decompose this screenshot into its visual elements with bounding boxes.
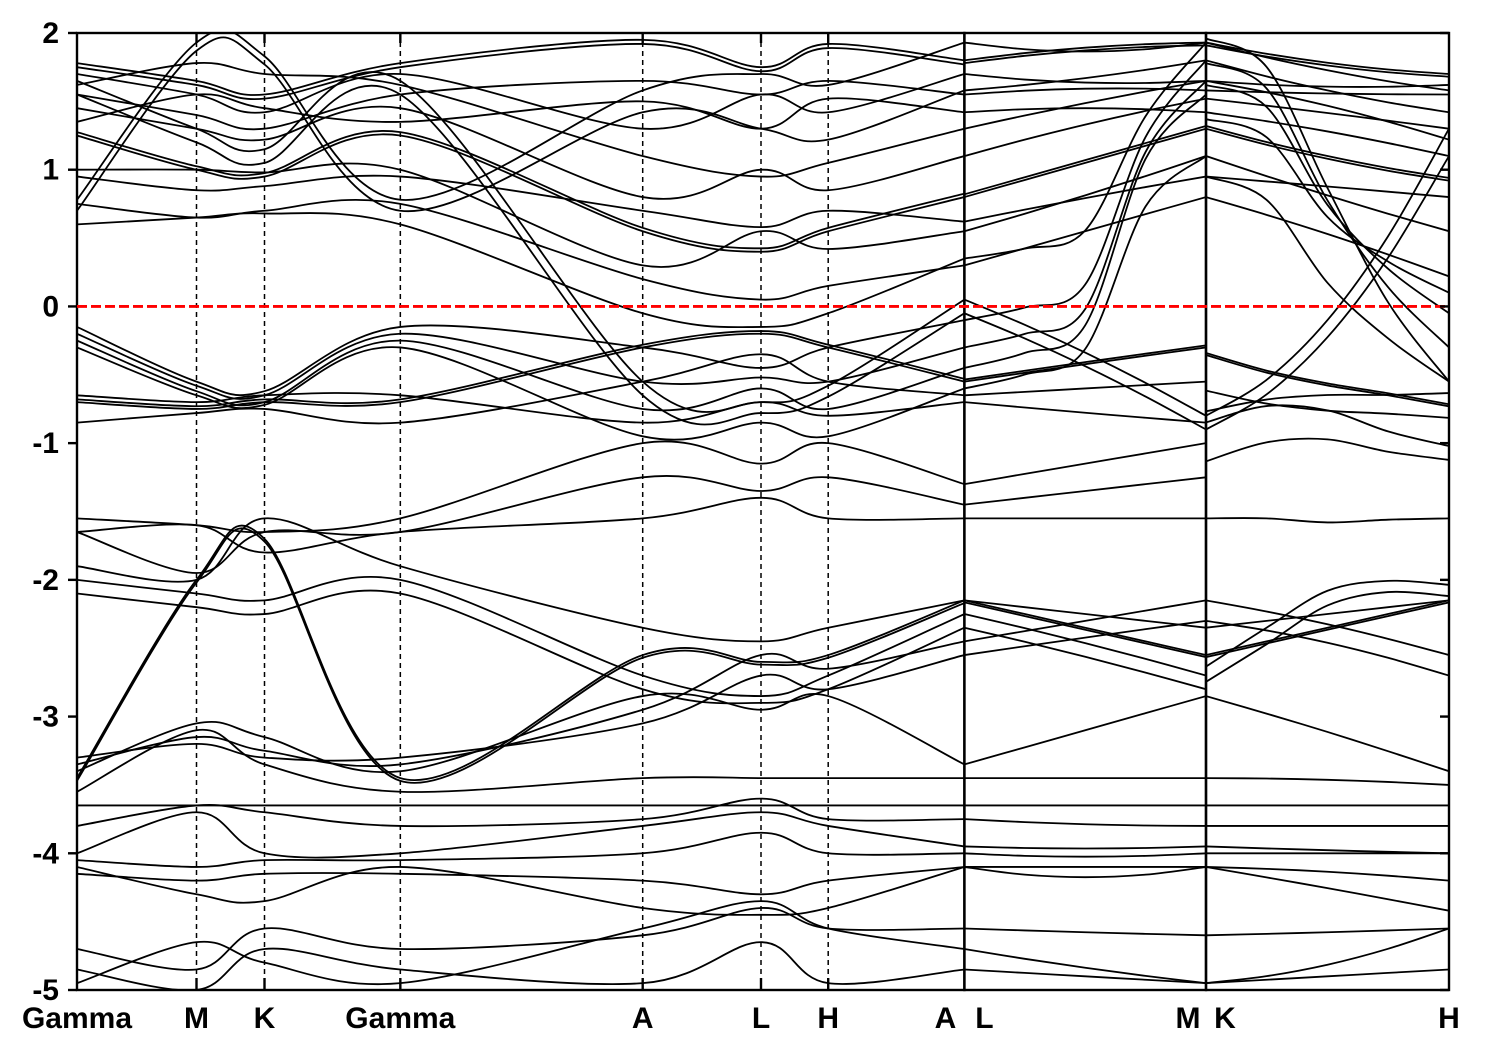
svg-text:A: A xyxy=(632,1002,654,1035)
svg-text:A: A xyxy=(935,1002,957,1035)
svg-text:Gamma: Gamma xyxy=(22,1002,132,1035)
svg-text:L: L xyxy=(975,1002,993,1035)
svg-text:-3: -3 xyxy=(32,701,59,734)
svg-text:2: 2 xyxy=(42,17,59,50)
svg-text:L: L xyxy=(752,1002,770,1035)
svg-text:Gamma: Gamma xyxy=(345,1002,455,1035)
svg-text:M: M xyxy=(1176,1002,1201,1035)
svg-text:-4: -4 xyxy=(32,837,59,870)
svg-text:-2: -2 xyxy=(32,564,59,597)
svg-text:H: H xyxy=(817,1002,839,1035)
svg-text:-1: -1 xyxy=(32,427,59,460)
svg-text:1: 1 xyxy=(42,154,59,187)
svg-text:H: H xyxy=(1438,1002,1460,1035)
svg-text:0: 0 xyxy=(42,290,59,323)
svg-text:K: K xyxy=(1214,1002,1236,1035)
svg-text:M: M xyxy=(184,1002,209,1035)
svg-text:K: K xyxy=(254,1002,276,1035)
